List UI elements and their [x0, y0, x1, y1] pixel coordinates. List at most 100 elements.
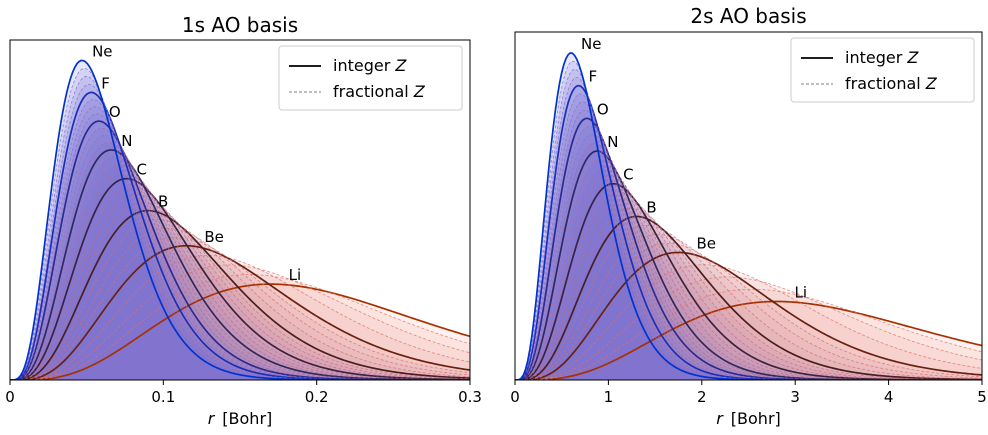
element-label-C: C	[623, 166, 633, 184]
fill-area	[515, 208, 982, 380]
series-line-B	[515, 215, 982, 380]
element-label-Li: Li	[795, 283, 808, 301]
chart-title: 2s AO basis	[690, 4, 806, 28]
legend-entry: fractional Z	[333, 82, 426, 101]
fractional-line	[10, 219, 470, 380]
fill-area	[10, 164, 470, 380]
fill-area	[515, 289, 982, 380]
element-label-Li: Li	[289, 266, 302, 284]
element-label-N: N	[607, 133, 618, 151]
fill-area	[10, 186, 470, 380]
fill-area	[515, 126, 982, 380]
series-line-F	[515, 84, 982, 380]
fractional-line	[10, 194, 470, 380]
fractional-line	[10, 83, 470, 380]
element-label-B: B	[158, 193, 168, 211]
series-line-Be	[515, 251, 982, 380]
fill-area	[10, 142, 470, 380]
legend-box	[790, 37, 975, 103]
fractional-line	[10, 163, 470, 380]
series-line-Li	[515, 300, 982, 380]
fill-area	[515, 142, 982, 380]
element-label-O: O	[109, 103, 121, 121]
fill-area	[10, 178, 470, 380]
x-tick-label: 5	[977, 388, 987, 406]
fill-area	[515, 118, 982, 380]
fill-area	[10, 236, 470, 380]
fill-area	[515, 77, 982, 380]
x-axis-label: r [Bohr]	[716, 409, 781, 428]
fill-area	[515, 110, 982, 380]
axes-frame	[9, 39, 471, 381]
fractional-line	[515, 276, 982, 380]
element-label-Be: Be	[204, 228, 224, 246]
element-label-B: B	[646, 198, 656, 216]
fill-area	[515, 234, 982, 380]
fill-area	[515, 175, 982, 380]
x-tick-label: 0	[510, 388, 520, 406]
fractional-line	[10, 236, 470, 380]
fill-area	[10, 60, 470, 380]
fractional-line	[10, 156, 470, 380]
fractional-line	[515, 109, 982, 380]
fractional-line	[515, 167, 982, 380]
axes-frame	[514, 31, 983, 381]
element-label-N: N	[121, 132, 132, 150]
x-tick-label: 0	[5, 388, 15, 406]
fractional-line	[515, 264, 982, 380]
element-label-C: C	[137, 161, 147, 179]
element-label-Be: Be	[696, 234, 716, 252]
fractional-line	[10, 186, 470, 380]
fill-area	[10, 264, 470, 380]
fractional-line	[515, 243, 982, 380]
plot-area	[515, 52, 982, 380]
fill-area	[515, 93, 982, 380]
fractional-line	[10, 202, 470, 380]
fill-area	[10, 106, 470, 380]
series-line-Be	[10, 244, 470, 380]
legend: integer Z fractional Z	[790, 37, 975, 103]
series-line-Li	[10, 283, 470, 380]
fill-area	[515, 167, 982, 380]
fractional-line	[515, 191, 982, 380]
fill-area	[515, 85, 982, 380]
fill-area	[515, 159, 982, 380]
fill-area	[10, 284, 470, 380]
legend-entry: integer Z	[845, 48, 919, 67]
legend: integer Z fractional Z	[278, 45, 463, 111]
fractional-line	[10, 254, 470, 380]
fill-area	[10, 135, 470, 380]
fill-area	[10, 219, 470, 380]
fractional-line	[515, 225, 982, 380]
legend-entry: integer Z	[333, 56, 407, 75]
x-tick-label: 3	[790, 388, 800, 406]
x-tick-label: 0.1	[151, 388, 175, 406]
fill-area	[10, 76, 470, 380]
fill-area	[515, 252, 982, 380]
x-axis-label: r [Bohr]	[208, 409, 273, 428]
x-tick-label: 0.3	[458, 388, 482, 406]
fill-area	[515, 301, 982, 380]
x-tick-label: 4	[884, 388, 894, 406]
fill-area	[515, 183, 982, 380]
fill-area	[10, 68, 470, 380]
fractional-line	[515, 207, 982, 380]
legend-entry: fractional Z	[845, 74, 938, 93]
fractional-line	[515, 68, 982, 380]
element-label-F: F	[589, 68, 598, 86]
fill-area	[10, 228, 470, 380]
fill-area	[515, 134, 982, 380]
plot-area	[10, 59, 470, 380]
series-line-C	[10, 177, 470, 380]
legend-box	[278, 45, 463, 111]
fill-area	[10, 99, 470, 380]
fractional-line	[515, 142, 982, 380]
fill-area	[10, 84, 470, 380]
chart-title: 1s AO basis	[182, 13, 298, 37]
fill-area	[515, 101, 982, 380]
fill-area	[515, 191, 982, 380]
element-label-O: O	[597, 100, 609, 118]
